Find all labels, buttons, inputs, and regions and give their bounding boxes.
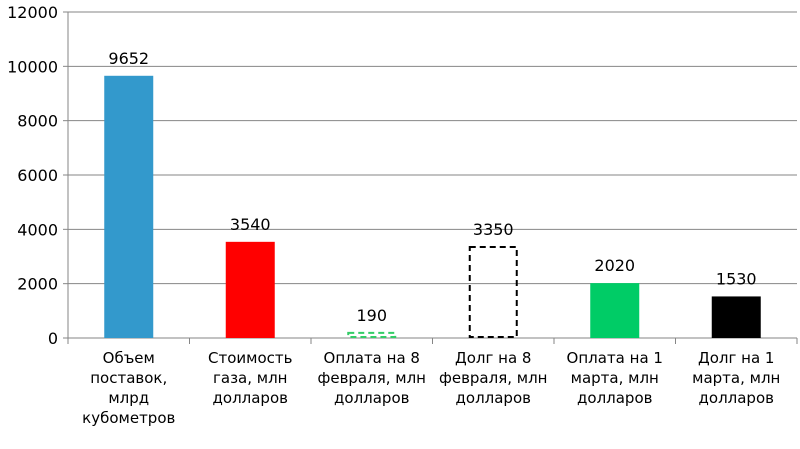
bar xyxy=(104,75,154,339)
bar xyxy=(347,331,397,339)
x-tick-label: Долг на 1 марта, млн долларов xyxy=(692,349,781,407)
x-tick-label: Объем поставок, млрд кубометров xyxy=(82,349,176,427)
data-label: 1530 xyxy=(716,269,757,288)
y-tick-label: 2000 xyxy=(17,275,58,294)
x-tick-label: Оплата на 1 марта, млн долларов xyxy=(566,349,663,407)
y-tick-label: 8000 xyxy=(17,112,58,131)
bar xyxy=(225,241,275,338)
y-tick-label: 12000 xyxy=(7,3,58,22)
bar xyxy=(590,283,640,338)
y-tick-label: 4000 xyxy=(17,220,58,239)
y-tick-label: 6000 xyxy=(17,166,58,185)
x-tick-label: Стоимость газа, млн долларов xyxy=(208,349,293,407)
data-label: 9652 xyxy=(108,49,149,68)
x-tick-label: Долг на 8 февраля, млн долларов xyxy=(439,349,548,407)
data-label: 3540 xyxy=(230,215,271,234)
data-label: 190 xyxy=(356,306,387,325)
x-tick-label: Оплата на 8 февраля, млн долларов xyxy=(317,349,426,407)
y-tick-label: 0 xyxy=(48,329,58,348)
y-tick-label: 10000 xyxy=(7,57,58,76)
data-label: 3350 xyxy=(473,220,514,239)
data-label: 2020 xyxy=(594,256,635,275)
bar xyxy=(711,296,761,338)
bar xyxy=(468,245,518,338)
